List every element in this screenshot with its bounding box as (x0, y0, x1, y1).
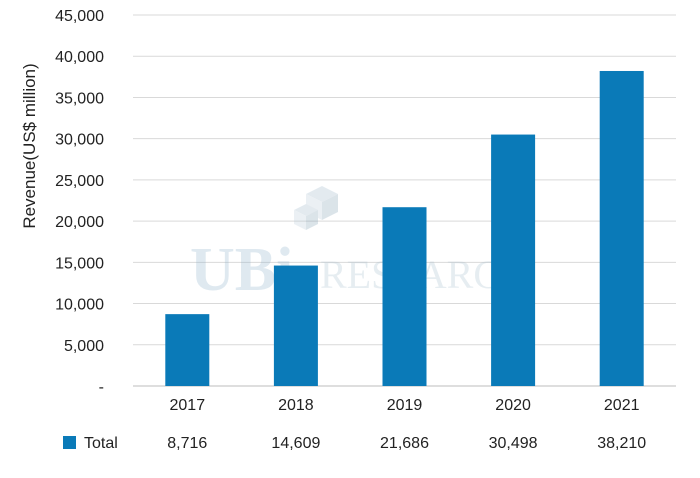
x-axis-ticks: 2017 2018 2019 2020 2021 (170, 397, 640, 414)
y-tick-label: 25,000 (55, 173, 104, 190)
x-tick-label: 2017 (170, 397, 206, 414)
bar-2019 (382, 207, 427, 386)
data-label: 14,609 (271, 435, 320, 452)
watermark-cube-icon (294, 186, 338, 230)
bar-2017 (165, 314, 210, 386)
watermark-logo: UBi RESEARCH (190, 186, 529, 304)
legend-label: Total (84, 435, 118, 452)
x-tick-label: 2018 (278, 397, 314, 414)
x-tick-label: 2020 (495, 397, 531, 414)
data-label: 38,210 (597, 435, 646, 452)
bars (165, 70, 644, 387)
data-label: 21,686 (380, 435, 429, 452)
data-label: 30,498 (489, 435, 538, 452)
bar-2018 (273, 265, 318, 386)
legend-swatch (63, 436, 76, 449)
data-label: 8,716 (167, 435, 207, 452)
y-tick-label: 15,000 (55, 255, 104, 272)
y-axis-label: Revenue(US$ million) (20, 63, 39, 228)
x-tick-label: 2019 (387, 397, 423, 414)
y-tick-label: 20,000 (55, 214, 104, 231)
y-tick-label: 10,000 (55, 297, 104, 314)
y-tick-label: 35,000 (55, 90, 104, 107)
y-tick-label: - (99, 379, 104, 396)
y-tick-label: 30,000 (55, 132, 104, 149)
data-table: Total 8,716 14,609 21,686 30,498 38,210 (63, 435, 646, 452)
y-axis-ticks: - 5,000 10,000 15,000 20,000 25,000 30,000 35,0… (55, 8, 104, 396)
bar-2021 (599, 70, 644, 387)
y-tick-label: 5,000 (64, 338, 104, 355)
y-tick-label: 40,000 (55, 49, 104, 66)
y-tick-label: 45,000 (55, 8, 104, 25)
x-tick-label: 2021 (604, 397, 640, 414)
bar-2020 (491, 134, 536, 386)
data-table-values: 8,716 14,609 21,686 30,498 38,210 (167, 435, 646, 452)
